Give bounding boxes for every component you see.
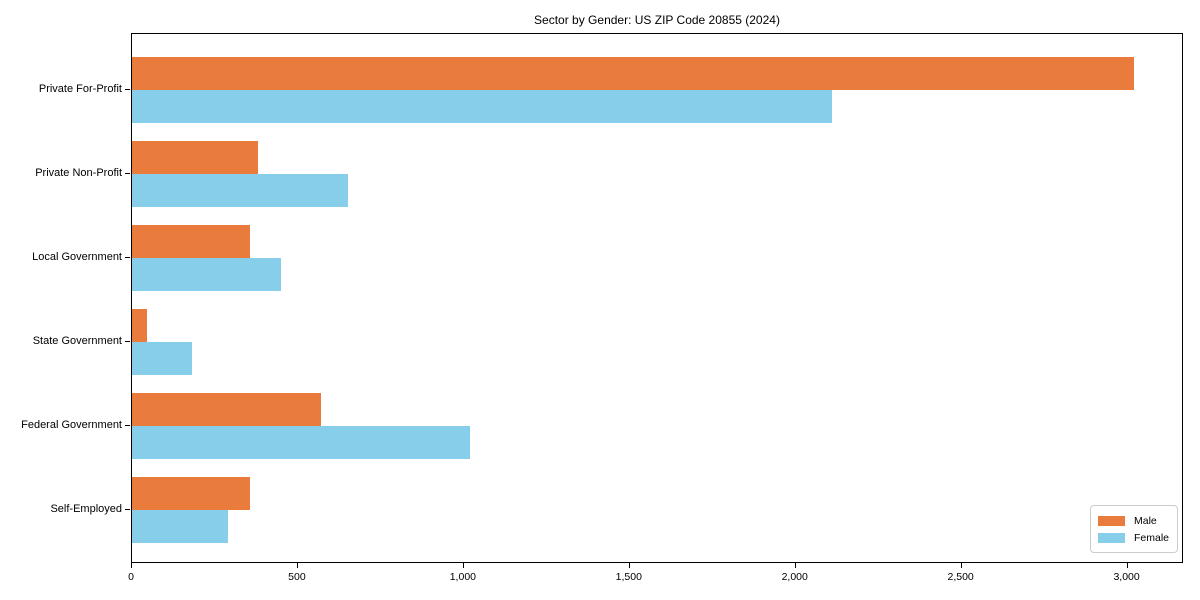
bar-male-5 [132,393,322,426]
bar-female-4 [132,342,192,375]
bar-male-2 [132,141,259,174]
female-series-swatch [1098,532,1125,543]
xtick-mark [1126,563,1128,568]
legend-item-female: Female [1098,529,1169,546]
ytick-mark [125,173,130,175]
xtick-label: 2,000 [781,571,808,583]
ytick-label: Local Government [32,251,122,263]
bar-female-5 [132,426,471,459]
plot-area: Male Female [131,33,1183,563]
chart-title: Sector by Gender: US ZIP Code 20855 (202… [534,13,780,27]
bar-female-1 [132,90,833,123]
legend-item-male: Male [1098,512,1169,529]
legend: Male Female [1090,505,1178,553]
ytick-mark [125,257,130,259]
ytick-label: Private Non-Profit [35,167,122,179]
xtick-label: 1,500 [615,571,642,583]
xtick-mark [628,563,630,568]
xtick-mark [296,563,299,568]
legend-label-male: Male [1134,514,1157,527]
ytick-mark [125,341,130,343]
xtick-label: 3,000 [1113,571,1140,583]
ytick-mark [125,89,130,91]
bar-male-3 [132,225,250,258]
bar-male-4 [132,309,147,342]
xtick-label: 2,500 [947,571,974,583]
bar-female-3 [132,258,282,291]
xtick-mark [960,563,962,568]
bar-male-6 [132,477,250,510]
xtick-label: 0 [128,571,134,583]
xtick-mark [462,563,465,568]
ytick-mark [125,425,130,427]
bar-male-1 [132,57,1135,90]
ytick-label: Private For-Profit [38,83,122,95]
bar-female-6 [132,510,229,543]
bars-layer [132,34,1182,562]
ytick-label: Federal Government [21,419,122,431]
xtick-mark [131,563,133,568]
ytick-mark [125,509,130,511]
xtick-mark [794,563,796,568]
male-series-swatch [1098,515,1125,526]
ytick-label: State Government [32,335,122,347]
bar-female-2 [132,174,348,207]
xtick-label: 1,000 [449,571,476,583]
ytick-label: Self-Employed [50,503,122,515]
xtick-label: 500 [288,571,306,583]
legend-label-female: Female [1134,531,1170,544]
